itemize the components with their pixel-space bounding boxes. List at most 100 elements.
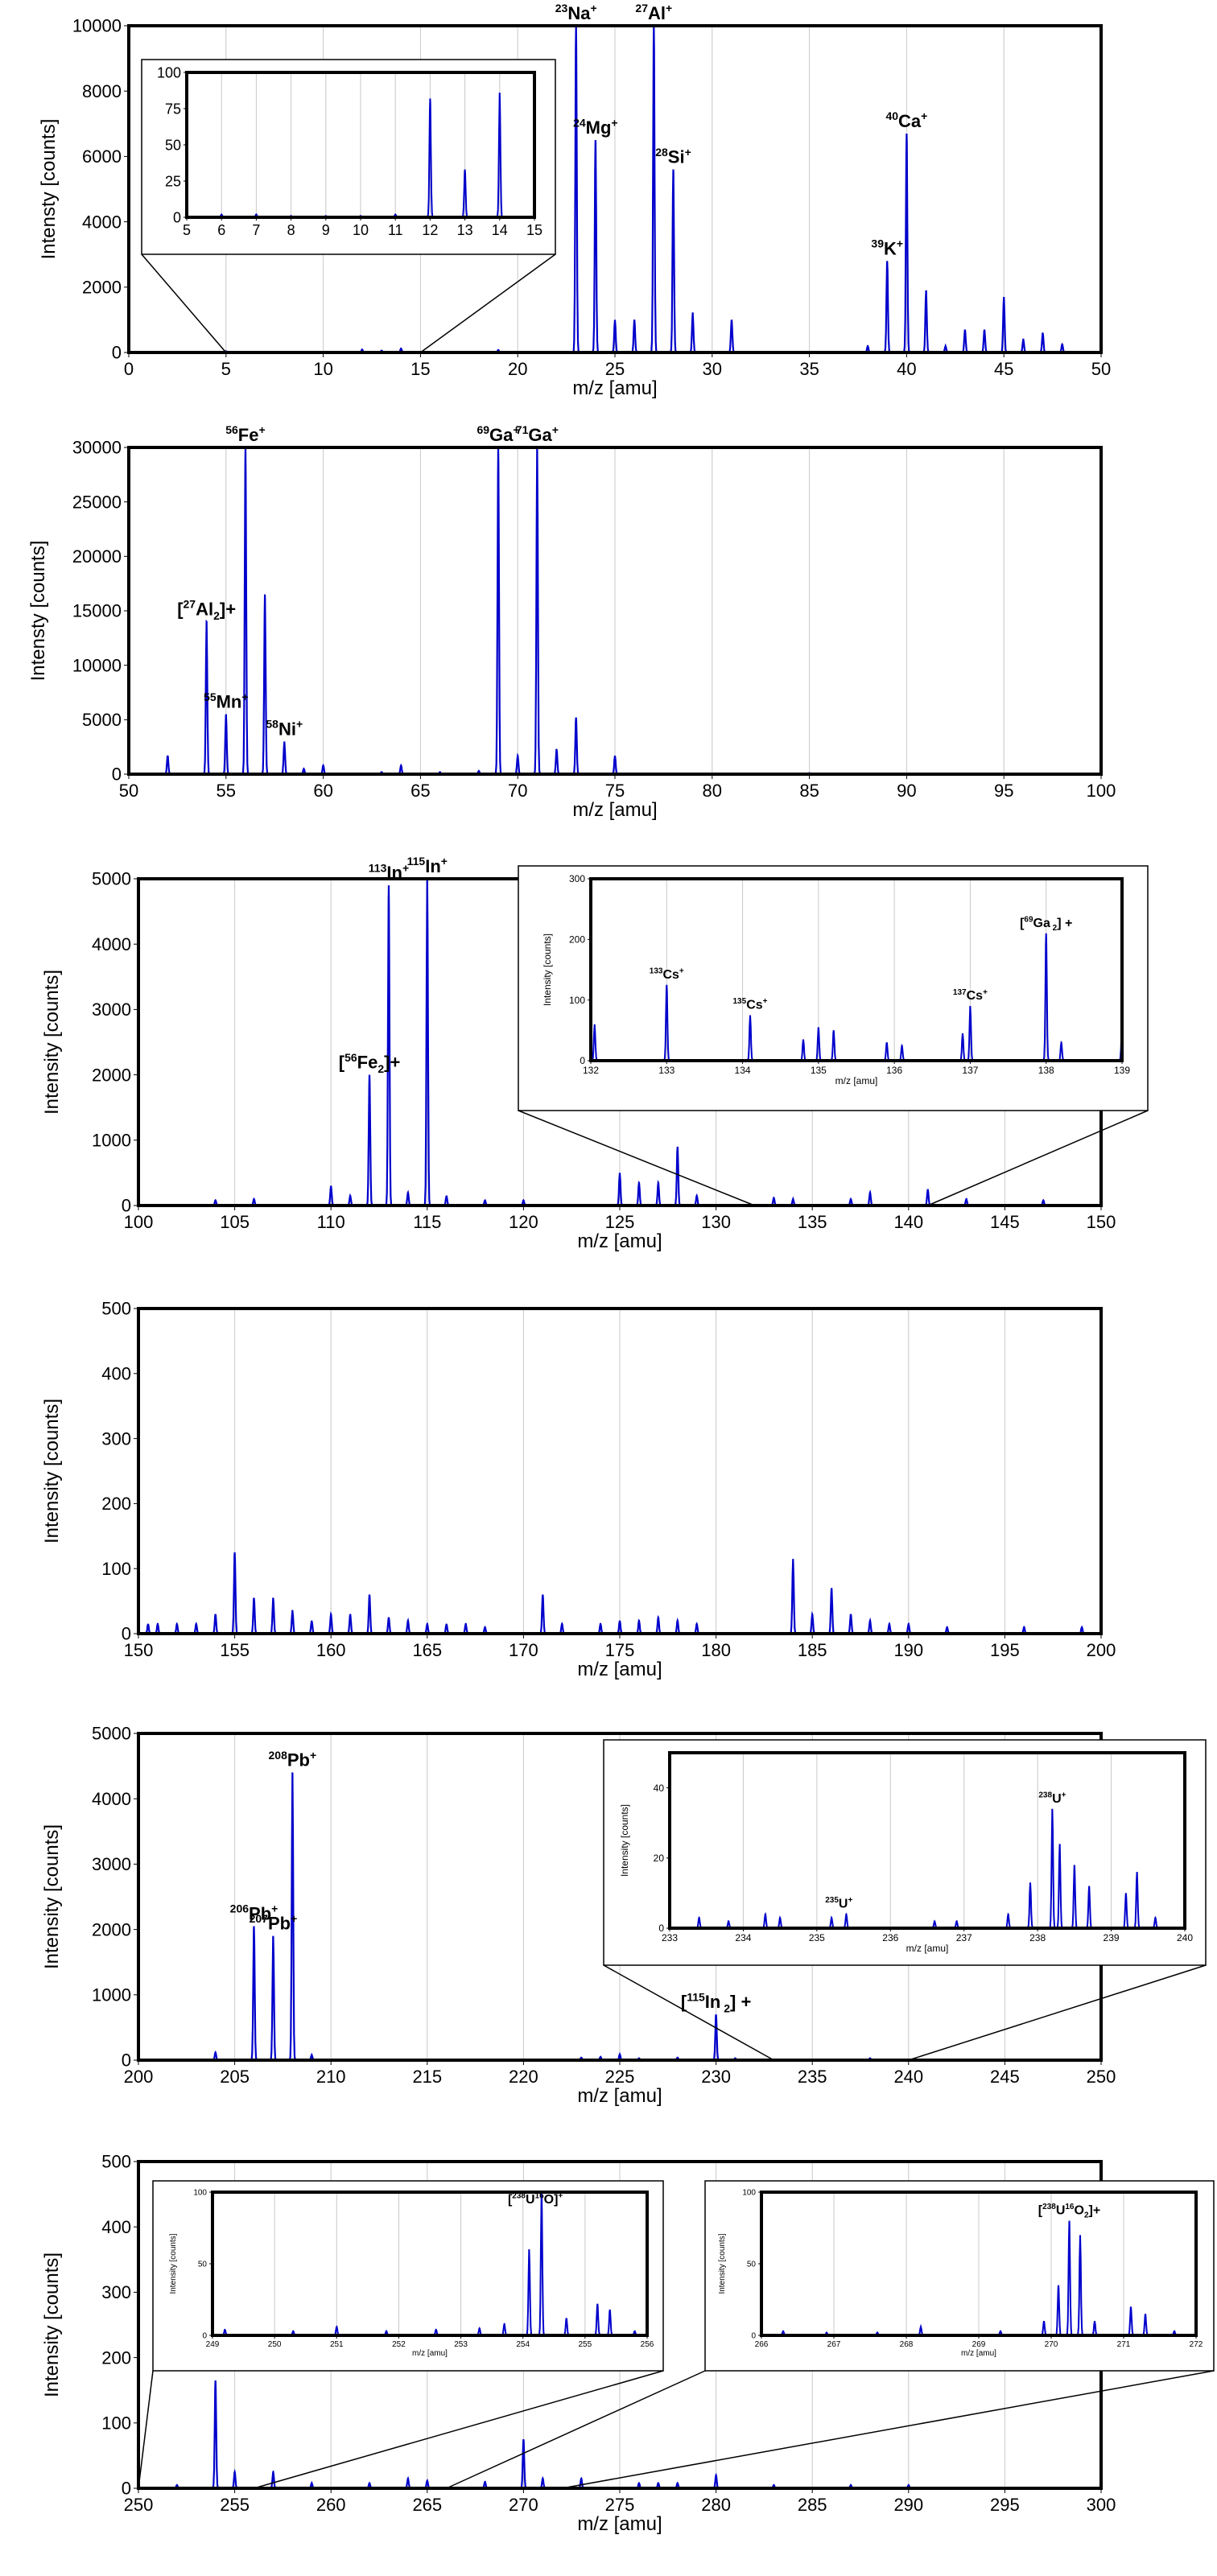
chart2-y-tick-label: 5000 [82,710,122,730]
chart6-inset-2: 266 267 268 269 270 271 272 0 50 100 m/z [amu] Inte… [446,2180,1215,2489]
chart1-x-tick-label: 15 [410,359,430,379]
inset-y-tick-label: 50 [198,2261,208,2269]
inset-background [603,1739,1207,1966]
inset-peak-label: 238U+ [1038,1791,1066,1805]
chart2-peak-label: 71Ga+ [516,423,559,445]
chart2-x-tick-label: 65 [410,781,430,801]
inset-connector-line [908,1964,1207,2061]
chart4-y-tick-label: 500 [101,1299,131,1319]
chart5-inset-1: 233 234 235 236 237 238 239 240 0 20 40 m/z [amu] In… [603,1739,1207,2061]
inset-peak-label: 135Cs+ [733,997,768,1012]
inset-x-tick-label: 235 [809,1932,825,1943]
inset-connector-line [419,253,556,353]
inset-y-tick-label: 100 [157,64,181,80]
chart5-peak-label: 208Pb+ [269,1749,317,1770]
chart6-y-tick-label: 500 [101,2152,131,2172]
chart-panel-4: 150 155 160 165 170 175 180 185 190 195 200 0 100 200… [41,1299,1116,1681]
chart2-x-axis-label: m/z [amu] [572,799,657,821]
chart6-x-tick-label: 255 [220,2495,250,2515]
inset-x-tick-label: 13 [457,222,473,238]
chart5-x-tick-label: 245 [990,2067,1020,2087]
inset-y-tick-label: 0 [202,2332,207,2341]
inset-peak-label: [238U16O2]+ [1038,2203,1100,2219]
inset-y-tick-label: 200 [569,934,585,946]
inset-y-axis-label: Intensity [counts] [619,1804,630,1877]
chart3-x-tick-label: 115 [413,1212,441,1232]
inset-x-axis-label: m/z [amu] [961,2349,996,2358]
inset-x-tick-label: 11 [388,222,403,238]
inset-y-tick-label: 300 [569,873,585,884]
inset-y-tick-label: 50 [747,2261,757,2269]
chart1-peak-label: 27Al+ [635,2,672,23]
chart4-x-tick-label: 180 [701,1640,731,1660]
chart3-x-tick-label: 105 [220,1212,250,1232]
chart1-x-tick-label: 25 [605,359,625,379]
chart1-x-tick-label: 35 [799,359,819,379]
chart5-y-tick-label: 2000 [92,1919,131,1939]
chart1-peak-label: 39K+ [871,237,903,259]
chart2-x-tick-label: 100 [1087,781,1116,801]
chart4-x-axis-label: m/z [amu] [577,1659,662,1680]
chart2-y-tick-label: 25000 [72,492,122,512]
chart2-x-tick-label: 60 [313,781,332,801]
chart-panel-5: 200 205 210 215 220 225 230 235 240 245 2500100020… [41,1724,1207,2107]
inset-x-tick-label: 233 [662,1932,678,1943]
chart2-y-tick-label: 10000 [72,655,122,675]
inset-y-axis-label: Intensity [counts] [169,2233,178,2294]
inset-plot-frame [589,877,1124,1062]
inset-background [152,2180,664,2372]
inset-x-tick-label: 270 [1045,2340,1058,2349]
inset-x-tick-label: 271 [1117,2340,1131,2349]
chart2-peak-label: 69Ga+ [476,423,519,445]
inset-connector-line [562,2370,1215,2489]
chart3-y-tick-label: 2000 [92,1065,131,1085]
chart5-x-axis-label: m/z [amu] [577,2085,662,2107]
inset-x-tick-label: 253 [454,2340,468,2349]
inset-x-tick-label: 137 [962,1065,978,1076]
inset-background [141,59,556,255]
chart2-y-tick-label: 20000 [72,546,122,567]
inset-x-tick-label: 266 [755,2340,769,2349]
chart1-y-tick-label: 8000 [82,81,122,101]
chart1-x-tick-label: 20 [508,359,527,379]
chart1-x-tick-label: 5 [221,359,231,379]
chart4-y-axis-label: Intensity [counts] [41,1399,63,1544]
chart6-x-tick-label: 290 [893,2495,923,2515]
chart1-peak-label: 40Ca+ [885,109,927,131]
chart1-x-tick-label: 30 [703,359,722,379]
chart6-y-tick-label: 400 [101,2217,131,2237]
chart5-y-tick-label: 3000 [92,1854,131,1874]
chart4-x-tick-label: 155 [220,1640,250,1660]
chart5-x-tick-label: 225 [605,2067,635,2087]
inset-x-tick-label: 14 [492,222,508,238]
inset-x-tick-label: 8 [287,222,295,238]
inset-y-tick-label: 50 [165,137,181,153]
chart1-y-tick-label: 2000 [82,278,122,298]
chart6-x-tick-label: 275 [605,2495,635,2515]
chart4-x-tick-label: 175 [605,1640,635,1660]
inset-x-tick-label: 132 [583,1065,599,1076]
chart2-y-tick-label: 0 [112,765,122,785]
chart2-x-tick-label: 80 [703,781,722,801]
chart6-x-tick-label: 260 [316,2495,346,2515]
inset-x-tick-label: 138 [1038,1065,1054,1076]
inset-y-tick-label: 100 [742,2189,756,2198]
chart6-x-tick-label: 285 [798,2495,827,2515]
chart1-x-tick-label: 45 [994,359,1013,379]
chart3-x-tick-label: 130 [701,1212,731,1232]
chart3-x-tick-label: 110 [317,1212,345,1232]
chart4-x-tick-label: 170 [509,1640,538,1660]
inset-y-tick-label: 0 [580,1055,585,1066]
chart3-x-tick-label: 150 [1087,1212,1116,1232]
chart4-x-tick-label: 200 [1087,1640,1116,1660]
chart6-x-tick-label: 280 [701,2495,731,2515]
chart-panel-6: 250 255 260 265 270 275 280 285 290 295 300 0 100 200… [41,2152,1215,2535]
inset-plot-frame [668,1751,1186,1930]
chart2-y-axis-label: Intensty [counts] [27,541,49,682]
chart2-x-tick-label: 70 [508,781,527,801]
chart3-peak-label: 115In+ [407,855,448,876]
inset-x-tick-label: 256 [641,2340,654,2349]
inset-peak-label: [238U16O]+ [508,2192,563,2207]
chart3-y-axis-label: Intensity [counts] [41,970,63,1115]
